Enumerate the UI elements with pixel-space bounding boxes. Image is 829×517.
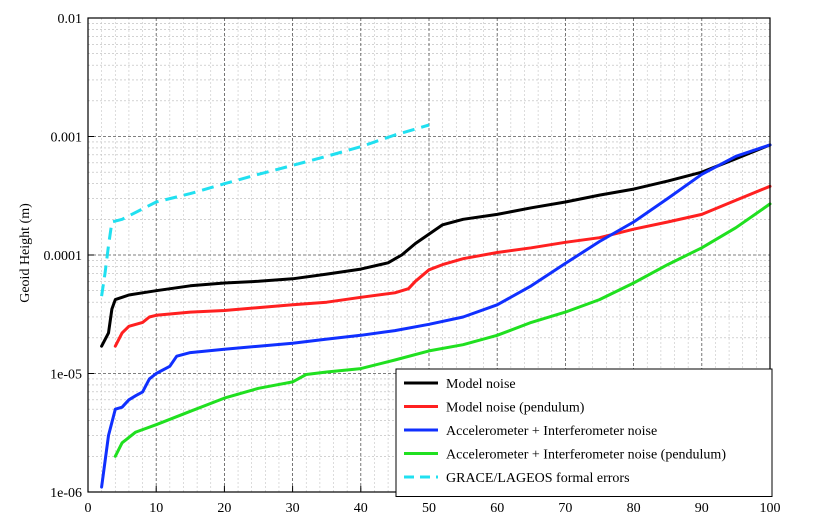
legend-label-5: GRACE/LAGEOS formal errors — [446, 471, 630, 486]
y-axis-label: Geoid Height (m) — [18, 203, 33, 303]
x-tick-label: 70 — [558, 501, 572, 516]
x-tick-label: 80 — [627, 501, 641, 516]
legend-items: Model noise Model noise (pendulum) Acceler… — [404, 377, 726, 486]
y-tick-labels: 1e-06 1e-05 0.0001 0.001 0.01 — [44, 12, 83, 501]
legend: Model noise Model noise (pendulum) Acceler… — [395, 368, 773, 497]
x-tick-label: 40 — [354, 501, 368, 516]
series-line-4 — [113, 202, 772, 458]
x-tick-label: 60 — [490, 501, 504, 516]
series-line-3 — [100, 143, 772, 489]
x-tick-label: 50 — [422, 501, 436, 516]
y-tick-label: 1e-06 — [50, 486, 82, 501]
series-line-5 — [100, 123, 430, 297]
x-tick-label: 90 — [695, 501, 709, 516]
legend-label-1: Model noise — [446, 377, 516, 392]
series-line-2 — [113, 184, 772, 348]
legend-label-4: Accelerometer + Interferometer noise (pe… — [446, 448, 726, 463]
x-tick-label: 10 — [149, 501, 163, 516]
x-tick-label: 20 — [217, 501, 231, 516]
legend-label-2: Model noise (pendulum) — [446, 401, 585, 416]
y-tick-label: 0.001 — [51, 131, 83, 146]
x-tick-label: 0 — [85, 501, 92, 516]
y-tick-label: 0.0001 — [44, 249, 83, 264]
legend-label-3: Accelerometer + Interferometer noise — [446, 424, 657, 439]
legend-box — [395, 368, 773, 497]
y-tick-label: 1e-05 — [50, 368, 82, 383]
series-line-1 — [100, 143, 772, 348]
x-tick-label: 100 — [760, 501, 781, 516]
x-tick-labels: 0 10 20 30 40 50 60 70 80 90 100 — [85, 501, 781, 516]
series-layer — [100, 123, 772, 489]
y-tick-label: 0.01 — [58, 12, 83, 27]
x-tick-label: 30 — [286, 501, 300, 516]
